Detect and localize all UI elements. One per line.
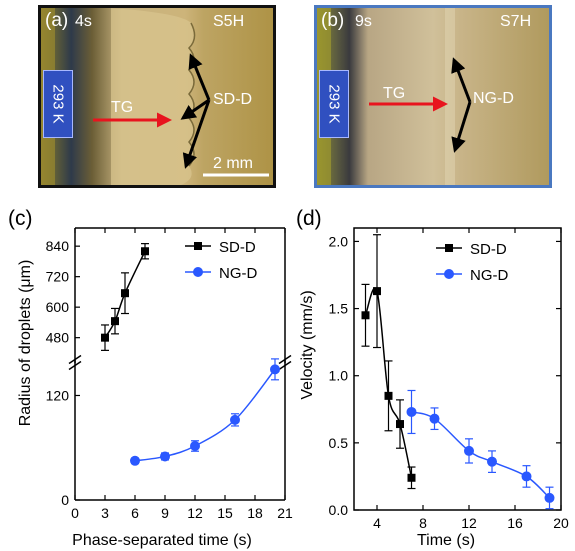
panel-b-time: 9s (355, 13, 372, 30)
data-point-ng-d (406, 406, 417, 417)
data-point-sd-d (396, 420, 404, 429)
y-tick-label: 0 (61, 492, 69, 508)
data-point-ng-d (429, 413, 440, 424)
y-tick-label: 1.0 (329, 368, 349, 384)
photo-panel-b: (b) 9s S7H 293 K TG NG-D (314, 5, 552, 188)
temperature-label-a: 293 K (49, 84, 67, 124)
axis-break-mark (68, 354, 82, 365)
series-line-ng-d (134, 368, 276, 462)
series-line-ng-d (411, 411, 551, 499)
data-point-sd-d (101, 333, 109, 342)
y-tick-label: 600 (46, 299, 70, 315)
chart-c-x-axis-label: Phase-separated time (s) (72, 532, 252, 549)
chart-d-x-axis-label: Time (s) (417, 532, 475, 549)
chart-d-y-axis-label: Velocity (mm/s) (299, 290, 316, 399)
x-tick-label: 20 (553, 515, 569, 531)
panel-a-sample: S5H (213, 13, 245, 30)
legend-marker (194, 242, 202, 250)
legend-marker (444, 269, 454, 279)
panel-b-sample: S7H (500, 13, 532, 30)
y-tick-label: 0.0 (329, 502, 349, 518)
chart-c-y-axis-label: Radius of droplets (μm) (17, 260, 34, 427)
legend-label: SD-D (219, 239, 256, 256)
y-tick-label: 0.5 (329, 435, 349, 451)
x-tick-label: 16 (507, 515, 523, 531)
data-point-sd-d (121, 289, 129, 298)
data-point-ng-d (487, 456, 497, 467)
photo-panel-a: (a) 4s S5H 293 K TG SD-D 2 mm (38, 5, 276, 188)
x-tick-label: 6 (131, 505, 139, 521)
x-tick-label: 15 (217, 505, 233, 521)
data-point-ng-d (130, 455, 140, 466)
data-point-ng-d (464, 445, 474, 456)
data-point-sd-d (384, 391, 393, 400)
data-point-ng-d (230, 414, 240, 425)
legend-label: NG-D (219, 265, 257, 282)
y-tick-label: 720 (46, 269, 70, 285)
chart-c: 0 3 6 9 12 15 18 21 0 120 480 600 720 840 SD-D NG-D Ph… (17, 227, 293, 549)
plot-frame (353, 227, 562, 511)
panel-d-label: (d) (296, 207, 322, 230)
temperature-badge-b: 293 K (319, 70, 349, 138)
x-tick-label: 21 (277, 505, 293, 521)
y-tick-label: 120 (46, 387, 70, 403)
data-point-sd-d (111, 317, 119, 326)
x-tick-label: 18 (247, 505, 263, 521)
data-point-ng-d (160, 451, 170, 462)
panel-b-label: (b) (321, 10, 345, 31)
data-point-ng-d (544, 492, 555, 503)
data-point-sd-d (361, 311, 370, 320)
chart-d-axes: 4 8 12 16 20 0.0 0.5 1.0 1.5 2.0 (329, 227, 569, 531)
photo-b-background (317, 8, 549, 185)
chart-d-legend: SD-D NG-D (436, 241, 508, 284)
x-tick-label: 8 (419, 515, 427, 531)
ng-d-label: NG-D (473, 90, 514, 107)
legend-label: SD-D (470, 241, 507, 258)
chart-c-legend: SD-D NG-D (185, 239, 257, 282)
sd-d-label: SD-D (213, 91, 253, 108)
series-line-sd-d (104, 250, 146, 339)
tg-label-a: TG (111, 99, 134, 116)
panel-a-label: (a) (45, 10, 69, 31)
x-tick-label: 4 (373, 515, 381, 531)
scalebar-label: 2 mm (213, 155, 253, 172)
x-tick-label: 0 (71, 505, 79, 521)
panel-a-time: 4s (75, 13, 92, 30)
legend-label: NG-D (470, 267, 508, 284)
axis-break-mark (278, 354, 292, 365)
y-tick-label: 2.0 (329, 233, 349, 249)
legend-marker (193, 267, 203, 277)
data-point-sd-d (373, 287, 381, 296)
x-tick-label: 3 (101, 505, 109, 521)
y-tick-label: 480 (46, 330, 70, 346)
chart-c-marks (101, 243, 280, 466)
chart-d: 4 8 12 16 20 0.0 0.5 1.0 1.5 2.0 SD-D NG-D Time (s… (299, 227, 569, 549)
axis-break-mark (68, 360, 82, 371)
x-tick-label: 9 (161, 505, 169, 521)
temperature-badge-a: 293 K (43, 70, 73, 138)
chart-c-axes: 0 3 6 9 12 15 18 21 0 120 480 600 720 840 (46, 227, 293, 521)
legend-marker (445, 244, 453, 252)
temperature-label-b: 293 K (325, 84, 343, 124)
chart-d-marks (361, 234, 555, 510)
data-point-ng-d (270, 364, 280, 375)
data-point-ng-d (521, 471, 532, 482)
data-point-ng-d (190, 441, 200, 451)
y-tick-label: 840 (46, 238, 70, 254)
x-tick-label: 12 (461, 515, 477, 531)
axis-break-mark (278, 360, 292, 371)
data-point-sd-d (407, 473, 416, 482)
tg-label-b: TG (383, 85, 406, 102)
x-tick-label: 12 (187, 505, 203, 521)
panel-c-label: (c) (8, 207, 33, 230)
data-point-sd-d (141, 247, 149, 256)
y-tick-label: 1.5 (329, 301, 349, 317)
photo-a-background (41, 8, 273, 185)
